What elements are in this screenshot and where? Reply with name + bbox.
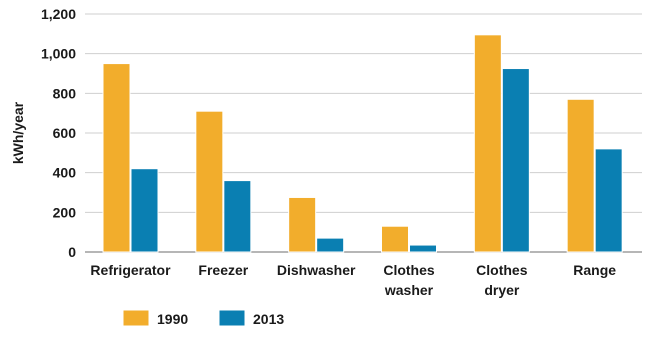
legend-label-2013: 2013 (253, 311, 284, 327)
y-tick-label: 200 (53, 204, 77, 220)
y-tick-label: 600 (53, 125, 77, 141)
bar-2013-2 (316, 237, 345, 253)
category-label: Clothes washer (383, 262, 435, 298)
legend-label-1990: 1990 (157, 311, 188, 327)
y-tick-label: 1,200 (41, 6, 76, 22)
y-axis-label: kWh/year (10, 101, 26, 164)
bar-2013-5 (594, 148, 623, 253)
y-tick-label: 400 (53, 165, 77, 181)
bar-2013-3 (409, 244, 437, 253)
bar-1990-3 (381, 225, 409, 253)
legend: 1990 2013 (122, 309, 284, 327)
bar-1990-4 (473, 34, 502, 253)
bar-1990-2 (288, 196, 317, 253)
y-tick-label: 0 (68, 244, 76, 260)
bar-1990-5 (566, 98, 595, 253)
gridlines (85, 13, 642, 253)
bars (102, 34, 623, 253)
category-label: Range (573, 262, 616, 278)
y-tick-label: 1,000 (41, 46, 76, 62)
legend-swatch-1990 (122, 309, 150, 327)
y-tick-label: 800 (53, 85, 77, 101)
category-label: Freezer (198, 262, 248, 278)
bar-1990-0 (102, 63, 131, 253)
bar-2013-0 (130, 168, 159, 253)
legend-swatch-2013 (218, 309, 246, 327)
category-label: Dishwasher (277, 262, 356, 278)
category-label: Refrigerator (90, 262, 171, 278)
category-label: Clothes dryer (476, 262, 528, 298)
bar-1990-1 (195, 110, 224, 253)
y-axis-ticks: 0 200 400 600 800 1,000 1,200 (41, 6, 76, 260)
bar-2013-1 (223, 180, 252, 253)
bar-2013-4 (501, 68, 530, 253)
category-labels: Refrigerator Freezer Dishwasher Clothes wash… (90, 262, 616, 298)
